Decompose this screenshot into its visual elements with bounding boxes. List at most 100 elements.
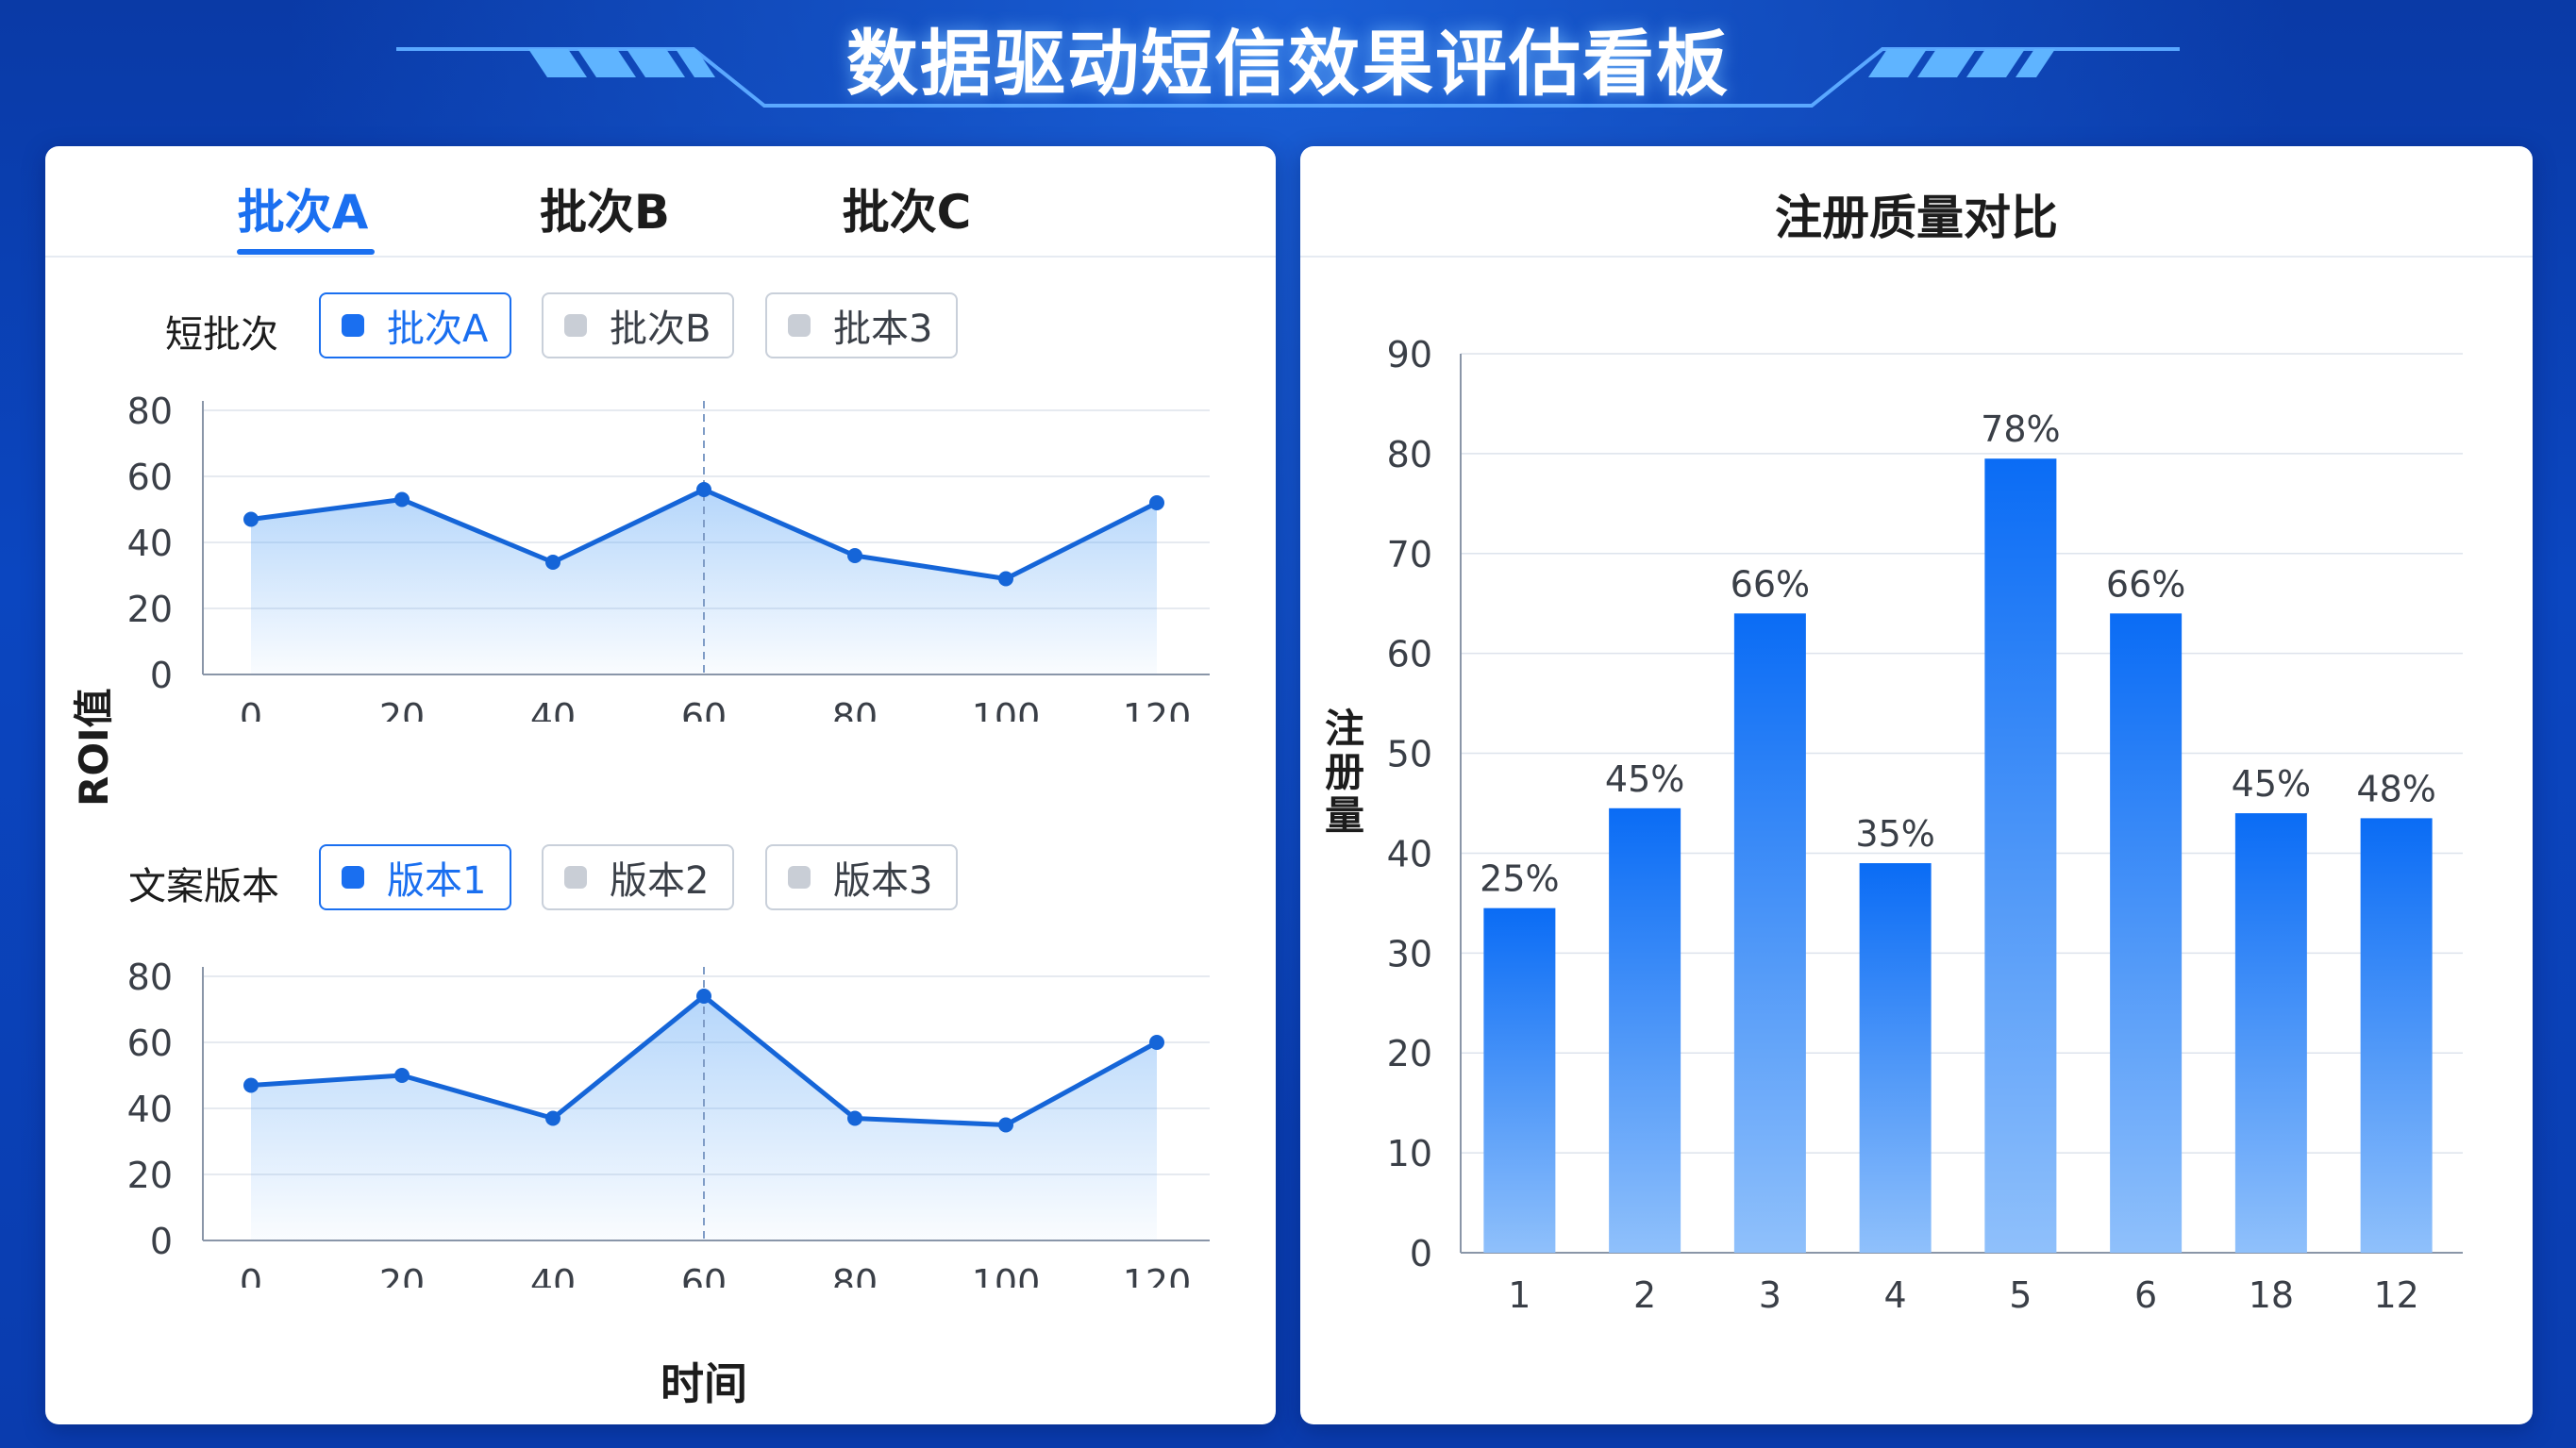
x-tick-label: 2 bbox=[1633, 1274, 1656, 1316]
x-tick-label: 120 bbox=[1123, 696, 1192, 722]
tab-batch-b[interactable]: 批次B bbox=[501, 175, 709, 254]
bar-value-label: 45% bbox=[2232, 763, 2311, 805]
chip-dot-icon bbox=[788, 314, 811, 337]
batch-a-chip[interactable]: 批次A bbox=[319, 292, 511, 358]
data-point bbox=[394, 1068, 410, 1083]
bar bbox=[1609, 807, 1681, 1253]
roi-line-chart-top: 0 20 40 60 80 0 20 40 60 80 100 120 bbox=[127, 391, 1210, 722]
y-tick-label: 20 bbox=[1387, 1033, 1432, 1074]
bar-value-label: 25% bbox=[1480, 858, 1559, 900]
header: 数据驱动短信效果评估看板 bbox=[0, 0, 2576, 132]
copy-version-filter-label: 文案版本 bbox=[128, 865, 279, 908]
tab-label: 批次B bbox=[539, 185, 671, 240]
bar-value-label: 35% bbox=[1855, 813, 1934, 855]
data-point bbox=[243, 511, 259, 527]
chart-header: 注册质量对比 bbox=[1300, 146, 2533, 258]
chip-dot-icon bbox=[564, 866, 587, 889]
x-tick-label: 3 bbox=[1759, 1274, 1781, 1316]
data-point bbox=[696, 989, 711, 1004]
data-point bbox=[998, 571, 1013, 587]
data-point bbox=[394, 491, 410, 508]
bar-y-axis-title-text: 注册量 bbox=[1324, 706, 1364, 839]
tab-label: 批次C bbox=[842, 185, 972, 240]
bar bbox=[1984, 458, 2057, 1253]
batch-b-chip[interactable]: 批次B bbox=[542, 292, 734, 358]
x-tick-label: 60 bbox=[681, 1262, 727, 1288]
y-tick-label: 10 bbox=[1387, 1133, 1432, 1174]
version-1-chip[interactable]: 版本1 bbox=[319, 844, 511, 910]
y-tick-label: 0 bbox=[1410, 1233, 1432, 1274]
y-tick-label: 30 bbox=[1387, 933, 1432, 974]
x-tick-label: 1 bbox=[1508, 1274, 1531, 1316]
bar bbox=[2110, 613, 2183, 1253]
x-tick-label: 60 bbox=[681, 696, 727, 722]
bar bbox=[1859, 863, 1932, 1253]
x-tick-label: 100 bbox=[972, 696, 1041, 722]
chip-dot-icon bbox=[788, 866, 811, 889]
header-decoration bbox=[396, 47, 2180, 112]
bar bbox=[2234, 813, 2307, 1253]
batch-filter-label: 短批次 bbox=[165, 313, 278, 357]
registration-bar-chart: 0 10 20 30 40 50 60 70 80 90 25% 1 45% 2 66% 3 35% 4 78% 5 6… bbox=[1387, 334, 2463, 1316]
bar bbox=[1733, 613, 1806, 1253]
x-tick-label: 12 bbox=[2373, 1274, 2418, 1316]
version-2-chip[interactable]: 版本2 bbox=[542, 844, 734, 910]
data-point bbox=[847, 1110, 862, 1126]
x-tick-label: 6 bbox=[2134, 1274, 2157, 1316]
bar-chart-panel: 注册质量对比 注册量 0 10 20 30 40 50 60 70 80 90 25% 1 45% 2 66… bbox=[1300, 146, 2533, 1424]
y-tick-label: 80 bbox=[1387, 434, 1432, 475]
data-point bbox=[1149, 495, 1164, 510]
bar-value-label: 48% bbox=[2356, 768, 2435, 809]
data-point bbox=[545, 1110, 560, 1126]
y-tick-label: 90 bbox=[1387, 334, 1432, 375]
version-3-chip[interactable]: 版本3 bbox=[765, 844, 958, 910]
y-tick-label: 20 bbox=[127, 1155, 173, 1196]
y-tick-label: 40 bbox=[127, 1089, 173, 1130]
y-tick-label: 60 bbox=[1387, 634, 1432, 675]
y-tick-label: 40 bbox=[1387, 833, 1432, 874]
y-tick-label: 80 bbox=[127, 957, 173, 998]
chip-label: 版本2 bbox=[610, 859, 710, 903]
y-tick-label: 40 bbox=[127, 523, 173, 564]
data-point bbox=[1149, 1035, 1164, 1050]
x-tick-label: 80 bbox=[832, 1262, 878, 1288]
page-title: 数据驱动短信效果评估看板 bbox=[846, 22, 1730, 106]
tab-batch-a[interactable]: 批次A bbox=[199, 175, 407, 255]
x-tick-label: 4 bbox=[1884, 1274, 1907, 1316]
x-tick-label: 18 bbox=[2249, 1274, 2294, 1316]
y-tick-label: 60 bbox=[127, 457, 173, 498]
batch-3-chip[interactable]: 批本3 bbox=[765, 292, 958, 358]
x-tick-label: 5 bbox=[2009, 1274, 2032, 1316]
bar-value-label: 66% bbox=[1731, 563, 1810, 605]
y-tick-label: 60 bbox=[127, 1023, 173, 1064]
x-tick-label: 120 bbox=[1123, 1262, 1192, 1288]
bar-y-axis-title: 注册量 bbox=[1321, 707, 1368, 838]
data-point bbox=[545, 555, 560, 570]
chip-label: 版本1 bbox=[387, 859, 487, 903]
data-point bbox=[243, 1077, 259, 1093]
chip-label: 版本3 bbox=[833, 859, 933, 903]
chart-title: 注册质量对比 bbox=[1775, 191, 2058, 245]
tab-active-indicator bbox=[237, 249, 375, 255]
data-point bbox=[696, 482, 711, 497]
chip-dot-icon bbox=[342, 314, 364, 337]
x-tick-label: 80 bbox=[832, 696, 878, 722]
x-axis-title: 时间 bbox=[661, 1358, 747, 1409]
series-area bbox=[251, 490, 1157, 674]
chip-label: 批本3 bbox=[833, 308, 933, 351]
y-tick-label: 0 bbox=[150, 655, 173, 696]
x-tick-label: 0 bbox=[240, 1262, 262, 1288]
batch-tabs: 批次A 批次B 批次C bbox=[45, 146, 1276, 258]
x-tick-label: 20 bbox=[379, 1262, 425, 1288]
y-tick-label: 80 bbox=[127, 391, 173, 432]
chip-dot-icon bbox=[564, 314, 587, 337]
tab-batch-c[interactable]: 批次C bbox=[803, 175, 1011, 254]
bar bbox=[1483, 907, 1556, 1253]
x-tick-label: 100 bbox=[972, 1262, 1041, 1288]
x-tick-label: 20 bbox=[379, 696, 425, 722]
bar bbox=[2360, 818, 2433, 1253]
tab-label: 批次A bbox=[237, 185, 369, 240]
y-tick-label: 20 bbox=[127, 589, 173, 630]
y-tick-label: 50 bbox=[1387, 734, 1432, 775]
chip-label: 批次A bbox=[387, 308, 489, 351]
